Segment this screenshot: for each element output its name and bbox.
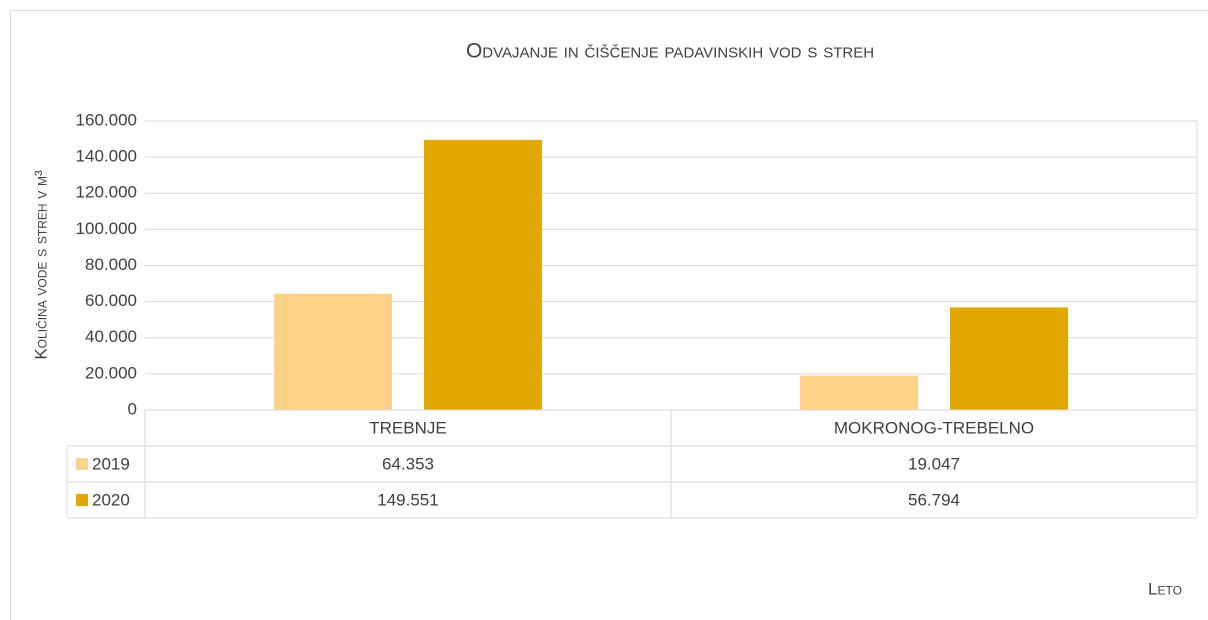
y-axis-label: Količina vode s streh v m³ (31, 170, 50, 360)
chart-border (10, 10, 1208, 620)
bar (950, 307, 1068, 410)
y-tick-label: 100.000 (76, 219, 137, 238)
y-tick-label: 0 (128, 399, 137, 418)
bar (424, 139, 542, 410)
y-tick-label: 60.000 (85, 291, 137, 310)
chart-title: Odvajanje in čiščenje padavinskih vod s … (466, 40, 874, 63)
y-tick-label: 40.000 (85, 327, 137, 346)
x-tick-label: TREBNJE (369, 418, 446, 437)
y-tick-label: 120.000 (76, 183, 137, 202)
legend-swatch (76, 458, 88, 470)
x-axis-label: Leto (1148, 579, 1182, 598)
y-tick-label: 20.000 (85, 363, 137, 382)
y-tick-label: 80.000 (85, 255, 137, 274)
legend-label: 2019 (92, 454, 130, 473)
table-value: 19.047 (908, 454, 960, 473)
table-value: 149.551 (377, 490, 438, 509)
legend-swatch (76, 494, 88, 506)
y-tick-label: 140.000 (76, 147, 137, 166)
legend-label: 2020 (92, 490, 130, 509)
table-value: 56.794 (908, 490, 960, 509)
bar (800, 375, 918, 410)
x-tick-label: MOKRONOG-TREBELNO (834, 418, 1034, 437)
bar (274, 293, 392, 410)
table-value: 64.353 (382, 454, 434, 473)
y-tick-label: 160.000 (76, 110, 137, 129)
